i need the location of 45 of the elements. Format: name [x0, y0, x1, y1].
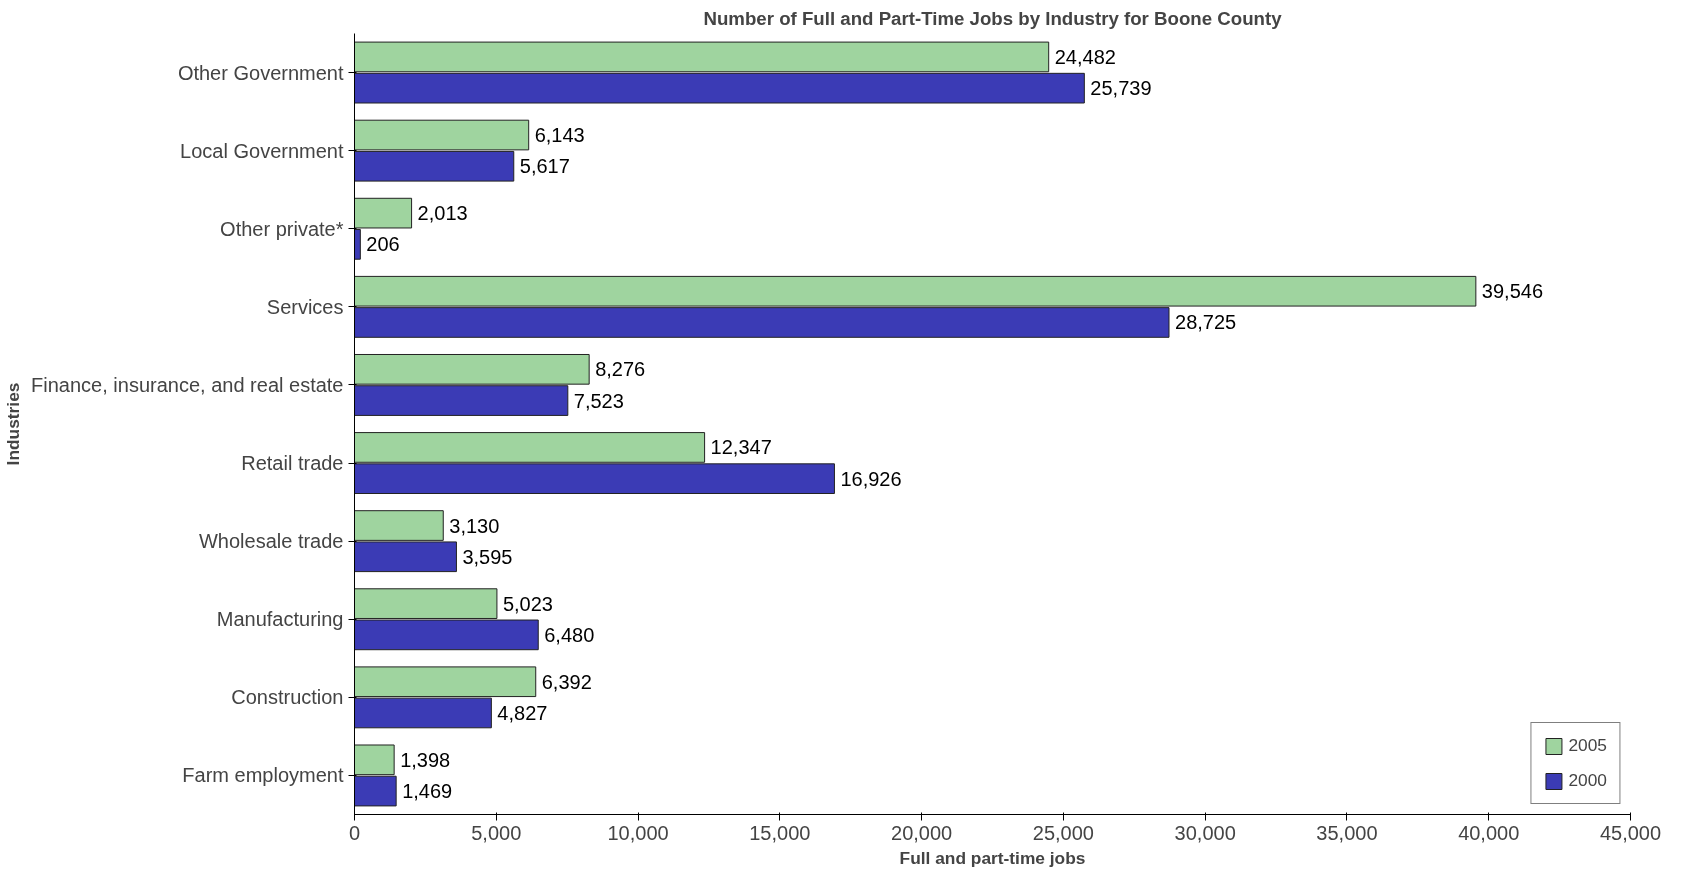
data-label: 5,617 [519, 155, 570, 178]
data-label: 24,482 [1054, 45, 1116, 68]
x-tick-label: 45,000 [1599, 821, 1662, 844]
x-tick-label: 40,000 [1458, 821, 1520, 844]
x-tick-label: 10,000 [607, 821, 669, 844]
data-label: 6,480 [544, 623, 595, 646]
data-label: 25,739 [1090, 77, 1152, 100]
data-label: 4,827 [497, 701, 548, 724]
x-tick-label: 35,000 [1316, 821, 1378, 844]
x-tick-label: 5,000 [471, 821, 522, 844]
x-axis-title: Full and part-time jobs [899, 847, 1086, 868]
data-label: 39,546 [1481, 280, 1544, 303]
y-tick-label: Retail trade [241, 452, 344, 475]
data-label: 3,595 [462, 545, 513, 568]
data-label: 12,347 [710, 436, 772, 459]
legend-label: 2000 [1568, 770, 1607, 791]
y-axis-title: Industries [3, 382, 24, 466]
data-label: 206 [366, 233, 400, 256]
data-label: 6,392 [541, 670, 592, 693]
data-label: 3,130 [449, 514, 500, 537]
data-label: 6,143 [534, 124, 585, 147]
data-label: 1,469 [402, 780, 453, 803]
y-tick-label: Services [266, 295, 344, 318]
data-label: 1,398 [400, 748, 451, 771]
y-tick-label: Farm employment [182, 764, 344, 787]
data-label: 7,523 [573, 389, 624, 412]
data-label: 2,013 [417, 202, 468, 225]
legend-label: 2005 [1568, 735, 1607, 756]
chart-title: Number of Full and Part-Time Jobs by Industry for Boone County [703, 7, 1283, 29]
x-tick-label: 25,000 [1032, 821, 1094, 844]
y-tick-label: Other Government [177, 61, 344, 84]
data-label: 8,276 [595, 358, 646, 381]
x-tick-label: 30,000 [1174, 821, 1236, 844]
x-tick-label: 15,000 [749, 821, 811, 844]
x-tick-label: 0 [348, 821, 361, 844]
y-tick-label: Finance, insurance, and real estate [31, 373, 344, 396]
data-label: 16,926 [840, 467, 902, 490]
y-tick-label: Local Government [180, 139, 344, 162]
x-tick-label: 20,000 [891, 821, 953, 844]
data-label: 5,023 [502, 592, 553, 615]
y-tick-label: Manufacturing [216, 608, 344, 631]
y-tick-label: Construction [231, 686, 344, 709]
data-label: 28,725 [1175, 311, 1237, 334]
y-tick-label: Other private* [220, 217, 344, 240]
y-tick-label: Wholesale trade [198, 530, 344, 553]
